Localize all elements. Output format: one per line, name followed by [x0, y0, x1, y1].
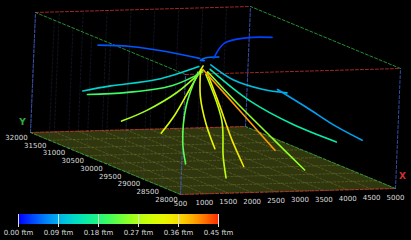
svg-text:2500: 2500	[267, 197, 285, 205]
svg-text:0.45 ftm: 0.45 ftm	[204, 229, 234, 237]
svg-text:31500: 31500	[24, 141, 46, 149]
svg-text:500: 500	[173, 199, 188, 208]
svg-text:5000: 5000	[387, 194, 405, 202]
svg-text:28500: 28500	[137, 188, 159, 196]
svg-text:4000: 4000	[339, 195, 357, 203]
svg-text:Y: Y	[18, 117, 26, 127]
svg-text:3500: 3500	[315, 196, 333, 204]
svg-text:29000: 29000	[118, 180, 140, 188]
svg-text:32000: 32000	[5, 134, 27, 142]
svg-text:1500: 1500	[219, 198, 237, 206]
svg-text:4500: 4500	[363, 194, 381, 202]
svg-text:0.09 ftm: 0.09 ftm	[44, 229, 74, 237]
svg-text:0.27 ftm: 0.27 ftm	[124, 229, 154, 237]
svg-text:0.00 ftm: 0.00 ftm	[4, 229, 34, 237]
svg-text:31000: 31000	[43, 149, 65, 157]
svg-text:30000: 30000	[80, 165, 102, 173]
svg-text:3000: 3000	[291, 196, 309, 204]
svg-text:1000: 1000	[195, 199, 213, 207]
svg-text:28000: 28000	[155, 196, 177, 204]
svg-text:2000: 2000	[243, 198, 261, 206]
svg-text:0.18 ftm: 0.18 ftm	[84, 229, 114, 237]
svg-text:0.36 ftm: 0.36 ftm	[164, 229, 194, 237]
svg-text:X: X	[399, 171, 406, 181]
svg-text:30500: 30500	[62, 157, 84, 165]
svg-text:29500: 29500	[99, 172, 121, 180]
